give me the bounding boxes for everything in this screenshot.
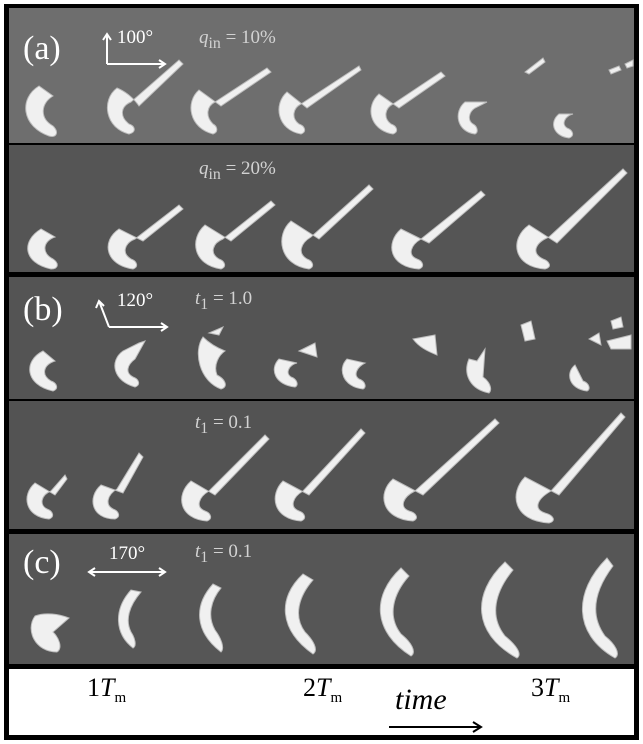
vortex-shape — [481, 561, 520, 659]
vortex-shape — [273, 342, 318, 388]
vortex-shape — [92, 452, 144, 520]
vortex-shape — [27, 228, 58, 270]
vortex-shape — [391, 190, 486, 270]
vortex-shape — [107, 59, 184, 135]
vortex-shape — [412, 334, 438, 356]
vortex-shape — [515, 412, 626, 524]
vortex-shapes-b2 — [26, 412, 626, 524]
panel-c-angle: 170° — [109, 543, 146, 564]
vortex-shape — [199, 583, 224, 653]
vortex-shape — [114, 340, 147, 388]
panel-b-label: (b) — [23, 291, 63, 328]
vortex-shape — [624, 59, 634, 69]
vortex-shapes-b1 — [29, 316, 632, 394]
vortex-shape — [608, 65, 622, 75]
panel-b-row-1: (b) 120° t1 = 1.0 — [9, 277, 634, 399]
vortex-shape — [190, 67, 272, 135]
vortex-shape — [278, 65, 362, 135]
vortex-shape — [569, 364, 590, 392]
panel-a-row-1-param: qin = 10% — [199, 27, 276, 52]
vortex-shape — [107, 204, 184, 270]
vortex-shape — [281, 184, 374, 270]
vortex-shape — [379, 567, 414, 657]
panel-a-row-2-param: qin = 20% — [199, 158, 276, 183]
time-tick-1: 1Tm — [87, 673, 127, 707]
panel-a-label: (a) — [23, 30, 61, 67]
vortex-shape — [195, 200, 276, 270]
vortex-shapes-a1 — [25, 57, 634, 139]
vortex-shape — [29, 350, 58, 392]
angle-arrow-c-icon — [87, 567, 167, 577]
panel-b-row-1-param: t1 = 1.0 — [195, 288, 253, 313]
panel-b-row-2-param: t1 = 0.1 — [195, 412, 253, 437]
time-axis: 1Tm 2Tm 3Tm time — [9, 669, 634, 735]
vortex-shape — [370, 71, 446, 135]
vortex-shape — [274, 428, 366, 522]
vortex-shape — [30, 613, 70, 653]
vortex-shape — [606, 334, 632, 350]
panel-c-row-1: (c) 170° t1 = 0.1 — [9, 534, 634, 664]
vortex-shape — [457, 101, 488, 135]
panel-b-angle: 120° — [117, 290, 154, 311]
vortex-shape — [181, 434, 270, 522]
vortex-shapes-c — [30, 557, 618, 659]
time-arrow-icon — [389, 721, 483, 733]
vortex-shape — [520, 320, 536, 342]
time-label: time — [395, 683, 447, 716]
angle-arrow-a-icon — [102, 32, 167, 69]
vortex-shape — [284, 573, 316, 655]
vortex-shape — [582, 557, 618, 659]
vortex-shape — [383, 418, 500, 522]
panel-c-label: (c) — [23, 544, 61, 581]
vortex-shape — [466, 347, 492, 394]
vortex-shapes-a2 — [27, 168, 628, 270]
vortex-shape — [524, 57, 546, 75]
vortex-shape — [197, 326, 227, 390]
vortex-shape — [610, 316, 624, 330]
vortex-shape — [516, 168, 628, 270]
time-tick-3: 3Tm — [531, 673, 571, 707]
vortex-shape — [25, 85, 57, 137]
panel-c-row-1-param: t1 = 0.1 — [195, 541, 253, 566]
vortex-shape — [587, 332, 602, 346]
time-tick-2: 2Tm — [303, 673, 343, 707]
panel-b-row-2: t1 = 0.1 — [9, 401, 634, 529]
vortex-shape — [553, 113, 574, 139]
vortex-shape — [26, 474, 68, 520]
panel-a-angle: 100° — [117, 27, 154, 48]
figure-frame: (a) 100° qin = 10% qin — [4, 4, 639, 740]
vortex-shape — [118, 589, 142, 649]
panel-a-row-1: (a) 100° qin = 10% — [9, 8, 634, 143]
angle-arrow-b-icon — [95, 299, 169, 332]
panel-a-row-2: qin = 20% — [9, 145, 634, 272]
vortex-shape — [341, 358, 367, 390]
